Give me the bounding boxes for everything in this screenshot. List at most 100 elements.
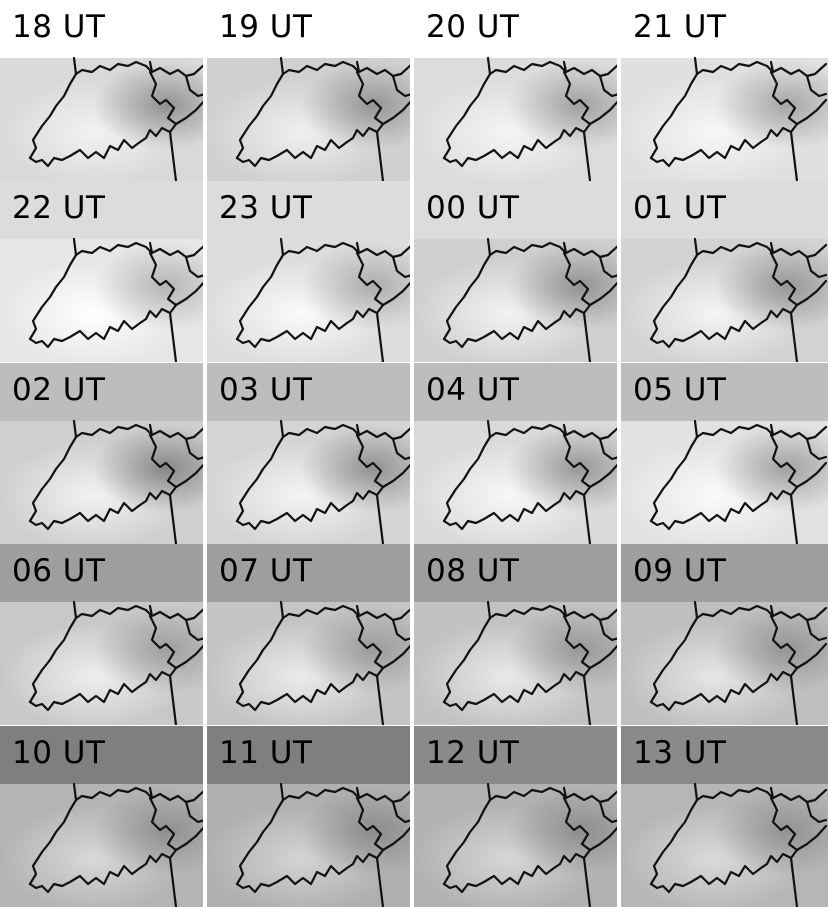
- header-band: [414, 181, 617, 240]
- panel-time-label: 23 UT: [219, 190, 313, 227]
- panel-time-label: 02 UT: [12, 371, 106, 408]
- satellite-panel: 13 UT: [621, 725, 828, 907]
- country-borders: [649, 601, 828, 726]
- satellite-map-image: [0, 362, 203, 544]
- satellite-panel: 19 UT: [207, 0, 414, 182]
- cloud-shadow: [621, 417, 828, 544]
- country-borders: [235, 601, 410, 726]
- satellite-map-image: [621, 362, 828, 544]
- satellite-panel: 23 UT: [207, 181, 414, 363]
- cloud-shadow: [207, 417, 410, 544]
- country-borders: [649, 782, 828, 907]
- satellite-panel: 18 UT: [0, 0, 207, 182]
- cloud-shadow: [207, 599, 410, 726]
- header-band: [0, 544, 203, 603]
- country-borders: [442, 419, 617, 544]
- satellite-panel: 22 UT: [0, 181, 207, 363]
- header-band: [207, 725, 410, 784]
- country-borders: [28, 238, 203, 363]
- satellite-panel: 00 UT: [414, 181, 621, 363]
- cloud-shadow: [0, 780, 203, 907]
- cloud-shadow: [414, 780, 617, 907]
- satellite-panel: 04 UT: [414, 362, 621, 545]
- header-band: [621, 544, 828, 603]
- satellite-map-image: [207, 725, 410, 907]
- header-band: [0, 181, 203, 240]
- panel-time-label: 04 UT: [426, 371, 520, 408]
- satellite-panel: 07 UT: [207, 544, 414, 726]
- country-borders: [649, 419, 828, 544]
- satellite-map-image: [621, 544, 828, 726]
- satellite-panel: 08 UT: [414, 544, 621, 726]
- satellite-map-image: [414, 725, 617, 907]
- satellite-map-image: [0, 0, 203, 181]
- cloud-shadow: [0, 236, 203, 363]
- cloud-shadow: [414, 236, 617, 363]
- satellite-panel: 20 UT: [414, 0, 621, 182]
- satellite-panel: 03 UT: [207, 362, 414, 545]
- satellite-panel: 02 UT: [0, 362, 207, 545]
- satellite-map-image: [414, 181, 617, 363]
- header-band: [414, 362, 617, 421]
- panel-time-label: 09 UT: [633, 553, 727, 590]
- country-borders: [442, 601, 617, 726]
- panel-time-label: 22 UT: [12, 190, 106, 227]
- cloud-shadow: [621, 599, 828, 726]
- header-band: [0, 362, 203, 421]
- panel-time-label: 18 UT: [12, 9, 106, 45]
- satellite-map-image: [0, 181, 203, 363]
- header-band: [207, 181, 410, 240]
- panel-time-label: 12 UT: [426, 734, 520, 771]
- header-band: [621, 725, 828, 784]
- header-band: [621, 0, 828, 58]
- country-borders: [442, 238, 617, 363]
- satellite-map-image: [207, 544, 410, 726]
- header-band: [414, 0, 617, 58]
- header-band: [207, 544, 410, 603]
- header-band: [621, 362, 828, 421]
- header-band: [0, 725, 203, 784]
- satellite-panel: 21 UT: [621, 0, 828, 181]
- header-band: [0, 0, 203, 58]
- country-borders: [442, 56, 617, 181]
- satellite-panel: 05 UT: [621, 362, 828, 544]
- panel-time-label: 00 UT: [426, 190, 520, 227]
- cloud-shadow: [414, 55, 617, 181]
- cloud-shadow: [207, 236, 410, 363]
- cloud-shadow: [0, 55, 203, 181]
- satellite-map-image: [414, 0, 617, 181]
- satellite-panel: 12 UT: [414, 725, 621, 907]
- satellite-panel: 06 UT: [0, 544, 207, 726]
- satellite-panel: 10 UT: [0, 725, 207, 907]
- panel-time-label: 10 UT: [12, 734, 106, 771]
- cloud-shadow: [0, 599, 203, 726]
- cloud-shadow: [414, 599, 617, 726]
- country-borders: [649, 56, 828, 181]
- satellite-map-image: [0, 544, 203, 726]
- cloud-shadow: [207, 55, 410, 181]
- country-borders: [649, 238, 828, 363]
- cloud-shadow: [207, 780, 410, 907]
- panel-time-label: 11 UT: [219, 734, 313, 771]
- panel-time-label: 21 UT: [633, 9, 727, 45]
- header-band: [414, 725, 617, 784]
- panel-time-label: 20 UT: [426, 9, 520, 45]
- satellite-panel: 09 UT: [621, 544, 828, 726]
- panel-time-label: 19 UT: [219, 9, 313, 45]
- header-band: [207, 362, 410, 421]
- country-borders: [28, 419, 203, 544]
- country-borders: [235, 782, 410, 907]
- satellite-map-image: [621, 0, 828, 181]
- cloud-shadow: [621, 236, 828, 363]
- satellite-map-image: [621, 725, 828, 907]
- satellite-map-image: [207, 181, 410, 363]
- panel-time-label: 05 UT: [633, 371, 727, 408]
- satellite-map-image: [414, 362, 617, 544]
- country-borders: [28, 601, 203, 726]
- satellite-map-image: [0, 725, 203, 907]
- header-band: [621, 181, 828, 240]
- panel-time-label: 13 UT: [633, 734, 727, 771]
- satellite-map-image: [621, 181, 828, 363]
- country-borders: [235, 238, 410, 363]
